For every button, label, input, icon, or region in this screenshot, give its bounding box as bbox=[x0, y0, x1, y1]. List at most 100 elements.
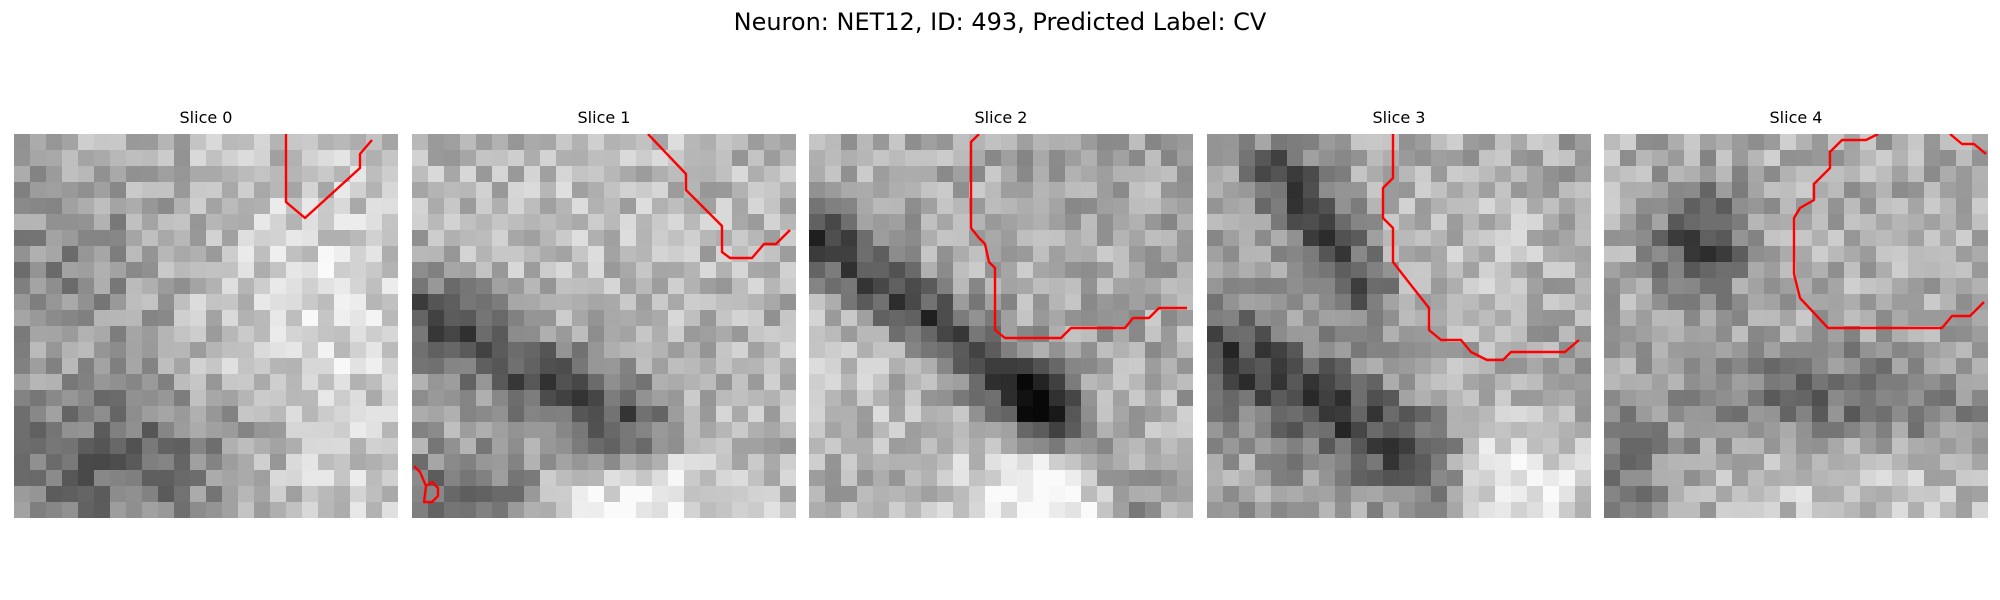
contour-line bbox=[284, 134, 373, 220]
pixel bbox=[764, 374, 780, 390]
pixel bbox=[1511, 502, 1527, 518]
pixel bbox=[1161, 278, 1177, 294]
pixel bbox=[1223, 246, 1239, 262]
pixel bbox=[1700, 262, 1716, 278]
pixel bbox=[1447, 390, 1463, 406]
pixel bbox=[1223, 454, 1239, 470]
pixel bbox=[604, 406, 620, 422]
pixel bbox=[1129, 470, 1145, 486]
pixel bbox=[1716, 422, 1732, 438]
pixel bbox=[1940, 278, 1956, 294]
pixel bbox=[764, 166, 780, 182]
pixel bbox=[1495, 198, 1511, 214]
pixel bbox=[1113, 470, 1129, 486]
pixel bbox=[873, 486, 889, 502]
pixel bbox=[110, 134, 126, 150]
pixel bbox=[780, 406, 796, 422]
pixel bbox=[1367, 390, 1383, 406]
pixel bbox=[1239, 326, 1255, 342]
pixel bbox=[1700, 406, 1716, 422]
pixel bbox=[460, 406, 476, 422]
pixel bbox=[1828, 294, 1844, 310]
pixel bbox=[1543, 294, 1559, 310]
pixel bbox=[1940, 230, 1956, 246]
pixel bbox=[1001, 390, 1017, 406]
pixel bbox=[1463, 294, 1479, 310]
pixel bbox=[604, 358, 620, 374]
pixel bbox=[1207, 470, 1223, 486]
pixel bbox=[428, 198, 444, 214]
pixel bbox=[1001, 502, 1017, 518]
pixel bbox=[684, 422, 700, 438]
pixel bbox=[1335, 214, 1351, 230]
pixel bbox=[1780, 278, 1796, 294]
pixel bbox=[732, 278, 748, 294]
pixel bbox=[652, 470, 668, 486]
pixel bbox=[668, 150, 684, 166]
pixel bbox=[1271, 198, 1287, 214]
pixel bbox=[1604, 406, 1620, 422]
pixel bbox=[302, 486, 318, 502]
pixel bbox=[78, 246, 94, 262]
pixel bbox=[1239, 486, 1255, 502]
pixel bbox=[1796, 406, 1812, 422]
pixel bbox=[1463, 246, 1479, 262]
pixel bbox=[1383, 390, 1399, 406]
pixel bbox=[1383, 262, 1399, 278]
pixel bbox=[1860, 454, 1876, 470]
pixel bbox=[1177, 230, 1193, 246]
pixel bbox=[905, 182, 921, 198]
pixel bbox=[1383, 230, 1399, 246]
pixel bbox=[62, 166, 78, 182]
pixel bbox=[1303, 134, 1319, 150]
pixel bbox=[1271, 278, 1287, 294]
pixel bbox=[716, 214, 732, 230]
pixel bbox=[825, 278, 841, 294]
pixel bbox=[1764, 406, 1780, 422]
pixel bbox=[780, 374, 796, 390]
pixel bbox=[1177, 406, 1193, 422]
pixel bbox=[318, 374, 334, 390]
pixel bbox=[318, 502, 334, 518]
pixel bbox=[334, 230, 350, 246]
pixel bbox=[1049, 166, 1065, 182]
pixel bbox=[1065, 422, 1081, 438]
pixel bbox=[1335, 198, 1351, 214]
pixel bbox=[809, 214, 825, 230]
pixel bbox=[1113, 486, 1129, 502]
pixel bbox=[588, 150, 604, 166]
pixel bbox=[937, 150, 953, 166]
pixel bbox=[684, 246, 700, 262]
pixel bbox=[1129, 326, 1145, 342]
pixel bbox=[1828, 246, 1844, 262]
pixel bbox=[78, 422, 94, 438]
pixel bbox=[604, 166, 620, 182]
pixel bbox=[556, 278, 572, 294]
pixel bbox=[1956, 246, 1972, 262]
pixel bbox=[1049, 438, 1065, 454]
pixel bbox=[1700, 438, 1716, 454]
pixel bbox=[476, 214, 492, 230]
pixel bbox=[1828, 454, 1844, 470]
pixel bbox=[1495, 214, 1511, 230]
pixel bbox=[444, 166, 460, 182]
pixel bbox=[1732, 246, 1748, 262]
pixel bbox=[1399, 374, 1415, 390]
pixel bbox=[985, 326, 1001, 342]
pixel bbox=[382, 214, 398, 230]
pixel bbox=[1367, 454, 1383, 470]
pixel bbox=[62, 422, 78, 438]
pixel bbox=[748, 454, 764, 470]
pixel bbox=[556, 166, 572, 182]
pixel bbox=[1748, 166, 1764, 182]
pixel bbox=[684, 502, 700, 518]
pixel bbox=[1924, 342, 1940, 358]
pixel bbox=[142, 342, 158, 358]
pixel bbox=[1636, 486, 1652, 502]
pixel bbox=[1908, 198, 1924, 214]
pixel bbox=[857, 134, 873, 150]
pixel bbox=[716, 182, 732, 198]
pixel bbox=[700, 342, 716, 358]
pixel bbox=[780, 438, 796, 454]
pixel bbox=[684, 182, 700, 198]
